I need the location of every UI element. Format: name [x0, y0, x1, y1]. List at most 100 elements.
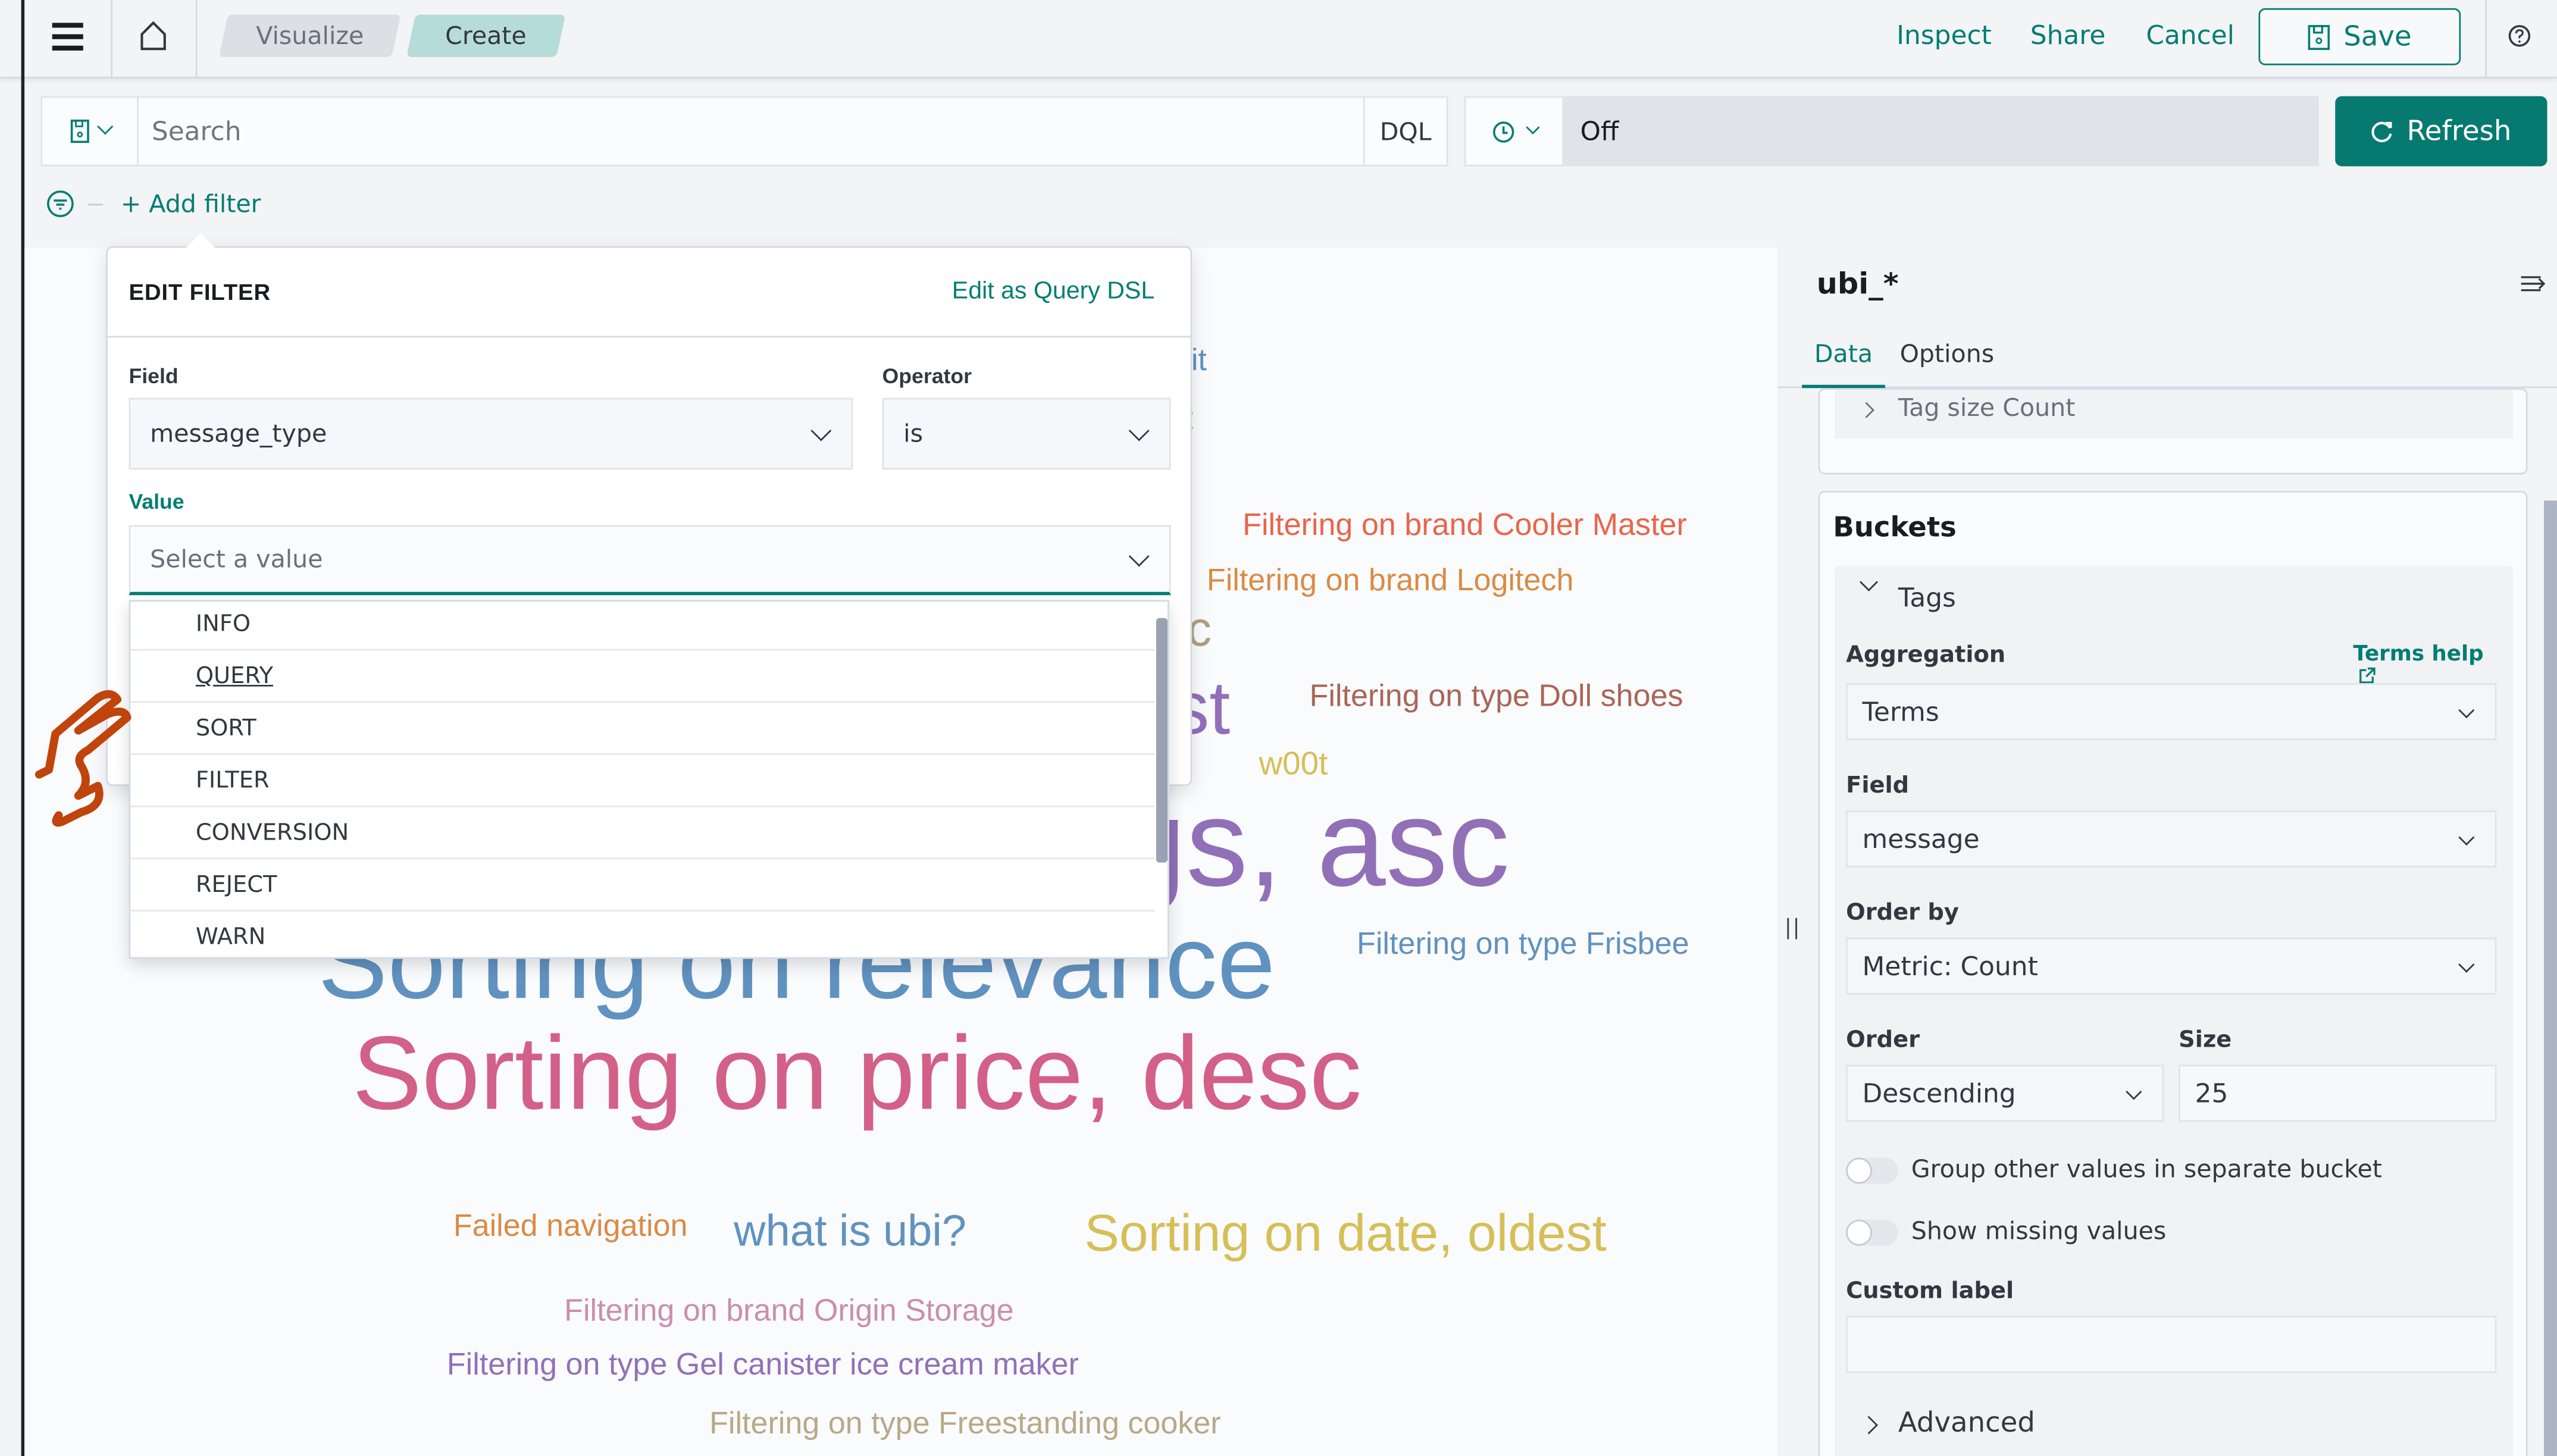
word-cloud-tag[interactable]: Filtering on type Gel canister ice cream…	[446, 1348, 1079, 1383]
chevron-down-icon[interactable]	[1859, 572, 1879, 591]
word-cloud-tag[interactable]: Sorting on date, oldest	[1084, 1203, 1607, 1263]
operator-select[interactable]: is	[882, 397, 1171, 470]
filter-options-icon[interactable]	[46, 189, 75, 218]
refresh-icon	[2371, 121, 2392, 142]
word-cloud-tag[interactable]: gs, asc	[1117, 774, 1510, 913]
advanced-toggle[interactable]: Advanced	[1898, 1407, 2035, 1440]
word-cloud-tag[interactable]: Failed navigation	[453, 1210, 688, 1244]
breadcrumb-label: Visualize	[256, 21, 364, 51]
query-language-button[interactable]: DQL	[1363, 96, 1448, 167]
field-value: message_type	[150, 419, 327, 449]
breadcrumb-create: Create	[406, 14, 566, 57]
field-value: message	[1862, 823, 1980, 854]
chevron-right-icon[interactable]	[1859, 1416, 1879, 1435]
word-cloud-tag[interactable]: what is ubi?	[734, 1206, 966, 1256]
breadcrumb-visualize[interactable]: Visualize	[218, 14, 401, 57]
cancel-link[interactable]: Cancel	[2146, 19, 2234, 51]
custom-label-input[interactable]	[1846, 1316, 2497, 1373]
metrics-card: Tag size Count	[1818, 388, 2528, 475]
quick-date-menu-button[interactable]	[1464, 96, 1564, 167]
collapse-sidebar-icon[interactable]	[2520, 271, 2546, 293]
size-value: 25	[2195, 1078, 2229, 1109]
index-pattern-title: ubi_*	[1816, 267, 1899, 302]
field-select[interactable]: message	[1846, 810, 2497, 868]
option-warn[interactable]: WARN	[195, 924, 266, 951]
chevron-down-icon	[2458, 701, 2475, 718]
breadcrumb-label: Create	[445, 21, 527, 51]
word-cloud-tag[interactable]: Filtering on type Doll shoes	[1309, 680, 1683, 715]
resize-handle[interactable]	[1787, 918, 1797, 940]
option-reject[interactable]: REJECT	[130, 859, 1155, 912]
chevron-down-icon	[2126, 1083, 2142, 1100]
chevron-down-icon	[2458, 828, 2475, 845]
editor-sidebar: ubi_* Data Options Tag size Count Bucket…	[1777, 248, 2557, 1456]
size-input[interactable]: 25	[2179, 1064, 2497, 1122]
show-missing-toggle[interactable]	[1846, 1219, 1898, 1246]
word-cloud-tag[interactable]: Filtering on brand Origin Storage	[564, 1294, 1014, 1329]
chevron-down-icon	[1525, 120, 1539, 134]
share-link[interactable]: Share	[2030, 19, 2106, 51]
chevron-down-icon	[810, 420, 832, 442]
sidebar-scrollbar[interactable]	[2544, 500, 2557, 1456]
terms-help-label: Terms help	[2353, 642, 2484, 667]
option-filter[interactable]: FILTER	[130, 755, 1155, 807]
refresh-button[interactable]: Refresh	[2335, 96, 2547, 167]
divider	[107, 336, 1191, 338]
custom-label-label: Custom label	[1846, 1278, 2014, 1305]
list-scrollbar[interactable]	[1156, 618, 1168, 863]
chevron-down-icon	[1128, 546, 1150, 567]
field-select[interactable]: message_type	[129, 397, 853, 470]
operator-label: Operator	[882, 364, 972, 389]
divider	[1777, 386, 2557, 389]
order-select[interactable]: Descending	[1846, 1064, 2164, 1122]
refresh-interval-display[interactable]: Off	[1564, 96, 2319, 167]
show-missing-label: Show missing values	[1911, 1216, 2167, 1246]
chevron-down-icon	[96, 118, 112, 135]
word-cloud-tag[interactable]: Filtering on type Freestanding cooker	[709, 1407, 1221, 1442]
save-icon	[2308, 24, 2330, 49]
chevron-right-icon	[1858, 402, 1874, 418]
value-combobox[interactable]: Select a value	[129, 525, 1171, 596]
tab-data[interactable]: Data	[1802, 339, 1885, 389]
help-icon[interactable]	[2508, 24, 2531, 47]
add-filter-link[interactable]: + Add filter	[120, 189, 261, 219]
order-by-value: Metric: Count	[1862, 950, 2038, 982]
order-label: Order	[1846, 1027, 1920, 1054]
metric-row[interactable]: Tag size Count	[1834, 389, 2513, 439]
inspect-link[interactable]: Inspect	[1896, 19, 1992, 51]
save-button[interactable]: Save	[2258, 8, 2461, 65]
order-value: Descending	[1862, 1078, 2016, 1109]
refresh-label: Refresh	[2406, 115, 2512, 148]
pointing-hand-annotation-icon	[35, 690, 132, 827]
top-header: Visualize Create Inspect Share Cancel Sa…	[0, 0, 2557, 79]
group-other-toggle[interactable]	[1846, 1157, 1898, 1184]
saved-query-button[interactable]	[40, 96, 139, 167]
edit-as-query-dsl-link[interactable]: Edit as Query DSL	[952, 277, 1155, 305]
option-query[interactable]: QUERY	[130, 650, 1155, 703]
value-options-list: INFO QUERY SORT FILTER CONVERSION REJECT…	[129, 600, 1169, 959]
clock-icon	[1492, 120, 1513, 142]
divider	[87, 203, 103, 206]
external-link-icon	[2359, 667, 2376, 684]
order-by-select[interactable]: Metric: Count	[1846, 937, 2497, 995]
aggregation-label: Aggregation	[1846, 642, 2006, 669]
word-cloud-tag[interactable]: w00t	[1259, 747, 1328, 783]
option-conversion[interactable]: CONVERSION	[130, 807, 1155, 860]
word-cloud-tag[interactable]: Filtering on type Frisbee	[1357, 928, 1689, 962]
option-info[interactable]: INFO	[130, 602, 1155, 651]
word-cloud-tag[interactable]: Sorting on price, desc	[352, 1014, 1362, 1132]
word-cloud-tag[interactable]: Filtering on brand Cooler Master	[1242, 509, 1687, 543]
menu-icon[interactable]	[52, 23, 83, 50]
tab-options[interactable]: Options	[1899, 339, 1995, 369]
word-cloud-tag[interactable]: Filtering on brand Logitech	[1206, 564, 1574, 599]
search-input[interactable]	[138, 96, 1365, 167]
field-label: Field	[129, 364, 179, 389]
popover-arrow	[186, 233, 215, 248]
buckets-title: Buckets	[1833, 512, 1957, 545]
value-label: Value	[129, 489, 184, 514]
terms-help-link[interactable]: Terms help	[2353, 643, 2513, 691]
home-icon[interactable]	[139, 20, 168, 52]
option-sort[interactable]: SORT	[130, 703, 1155, 755]
aggregation-select[interactable]: Terms	[1846, 683, 2497, 741]
